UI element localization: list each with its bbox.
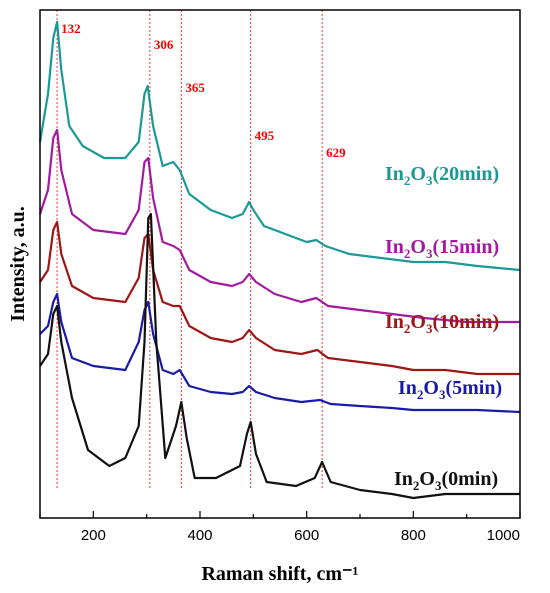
series-line-0 [38,20,521,272]
x-axis-label: Raman shift, cm⁻¹ [201,563,358,585]
peak-label-365: 365 [185,80,205,95]
series-line-4 [39,212,520,500]
peak-label-306: 306 [154,37,174,52]
series-label-0: In2O3(20min) [385,163,499,188]
series-label-1: In2O3(15min) [385,236,499,261]
series-labels: In2O3(20min) In2O3(15min) In2O3(10min) In2O… [385,163,502,493]
series-line-2 [39,220,520,376]
peak-label-132: 132 [61,21,81,36]
peak-labels: 132 306 365 495 629 [61,21,346,160]
series-line-3 [39,292,521,414]
x-tick-label-800: 800 [401,527,426,544]
series-label-3: In2O3(5min) [398,377,502,402]
series-label-2: In2O3(10min) [385,311,499,336]
y-axis-label: Intensity, a.u. [7,206,29,322]
series-line-1 [38,128,520,324]
x-tick-label-1000: 1000 [487,527,520,544]
series-layer [38,20,521,500]
series-label-4: In2O3(0min) [394,468,498,493]
peak-label-495: 495 [255,128,275,143]
peak-reference-lines [56,10,323,490]
peak-label-629: 629 [326,145,346,160]
x-tick-label-200: 200 [81,527,106,544]
x-tick-label-600: 600 [294,527,319,544]
plot-frame [39,9,521,519]
x-tick-label-400: 400 [187,527,212,544]
x-ticks: 200 400 600 800 1000 [39,511,521,544]
